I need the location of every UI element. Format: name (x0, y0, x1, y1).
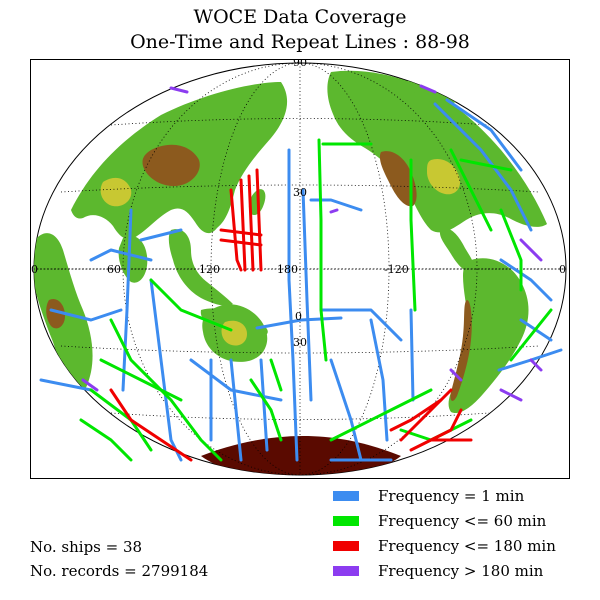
landmass-central-america (439, 227, 475, 273)
landmass-na-high (379, 151, 417, 207)
grid-label-lat-90: 90 (293, 60, 307, 69)
legend-label-60min: Frequency <= 60 min (378, 512, 547, 530)
map-title: WOCE Data Coverage (193, 6, 407, 28)
legend-item-over-180min: Frequency > 180 min (333, 561, 593, 581)
legend-item-180min: Frequency <= 180 min (333, 536, 593, 556)
grid-label-lat-30s: 30 (293, 336, 307, 349)
landmass-india (118, 236, 148, 283)
grid-labels: 90 30 0 30 0 60 120 180 -120 0 (31, 60, 566, 349)
map-subtitle: One-Time and Repeat Lines : 88-98 (130, 31, 470, 53)
legend-label-over-180min: Frequency > 180 min (378, 562, 544, 580)
legend-label-180min: Frequency <= 180 min (378, 537, 556, 555)
legend-item-60min: Frequency <= 60 min (333, 511, 593, 531)
ships-count: No. ships = 38 (30, 538, 143, 556)
landmass-na-mid (427, 158, 461, 195)
grid-label-lon-0-left: 0 (31, 263, 38, 276)
legend-swatch-1min (333, 491, 359, 501)
grid-label-lat-0: 0 (295, 310, 302, 323)
legend-label-1min: Frequency = 1 min (378, 487, 525, 505)
records-count: No. records = 2799184 (30, 562, 209, 580)
landmass-antarctica (201, 436, 401, 475)
tracks-180min (109, 168, 473, 462)
grid-label-lat-30n: 30 (293, 186, 307, 199)
world-map: 90 30 0 30 0 60 120 180 -120 0 (31, 60, 567, 476)
graticule (33, 62, 567, 476)
grid-label-lon-120: 120 (199, 263, 220, 276)
legend-swatch-60min (333, 516, 359, 526)
grid-label-lon-60: 60 (107, 263, 121, 276)
landmasses (34, 70, 547, 475)
landmass-south-america (448, 258, 529, 414)
landmass-asia-mid (100, 177, 132, 207)
landmass-australia-mid (221, 320, 247, 346)
grid-label-lon-180: 180 (277, 263, 298, 276)
landmass-seasia (168, 229, 233, 306)
grid-label-lon-m120: -120 (384, 263, 409, 276)
legend-swatch-180min (333, 541, 359, 551)
grid-label-lon-0-right: 0 (559, 263, 566, 276)
tracks-over-180min (81, 84, 543, 402)
landmass-north-america (327, 70, 547, 233)
legend-item-1min: Frequency = 1 min (333, 486, 593, 506)
tracks-60min (79, 138, 553, 462)
legend-swatch-over-180min (333, 566, 359, 576)
landmass-asia-high (142, 144, 200, 187)
landmass-africa-high (46, 298, 65, 329)
map-frame: 90 30 0 30 0 60 120 180 -120 0 (30, 59, 570, 479)
